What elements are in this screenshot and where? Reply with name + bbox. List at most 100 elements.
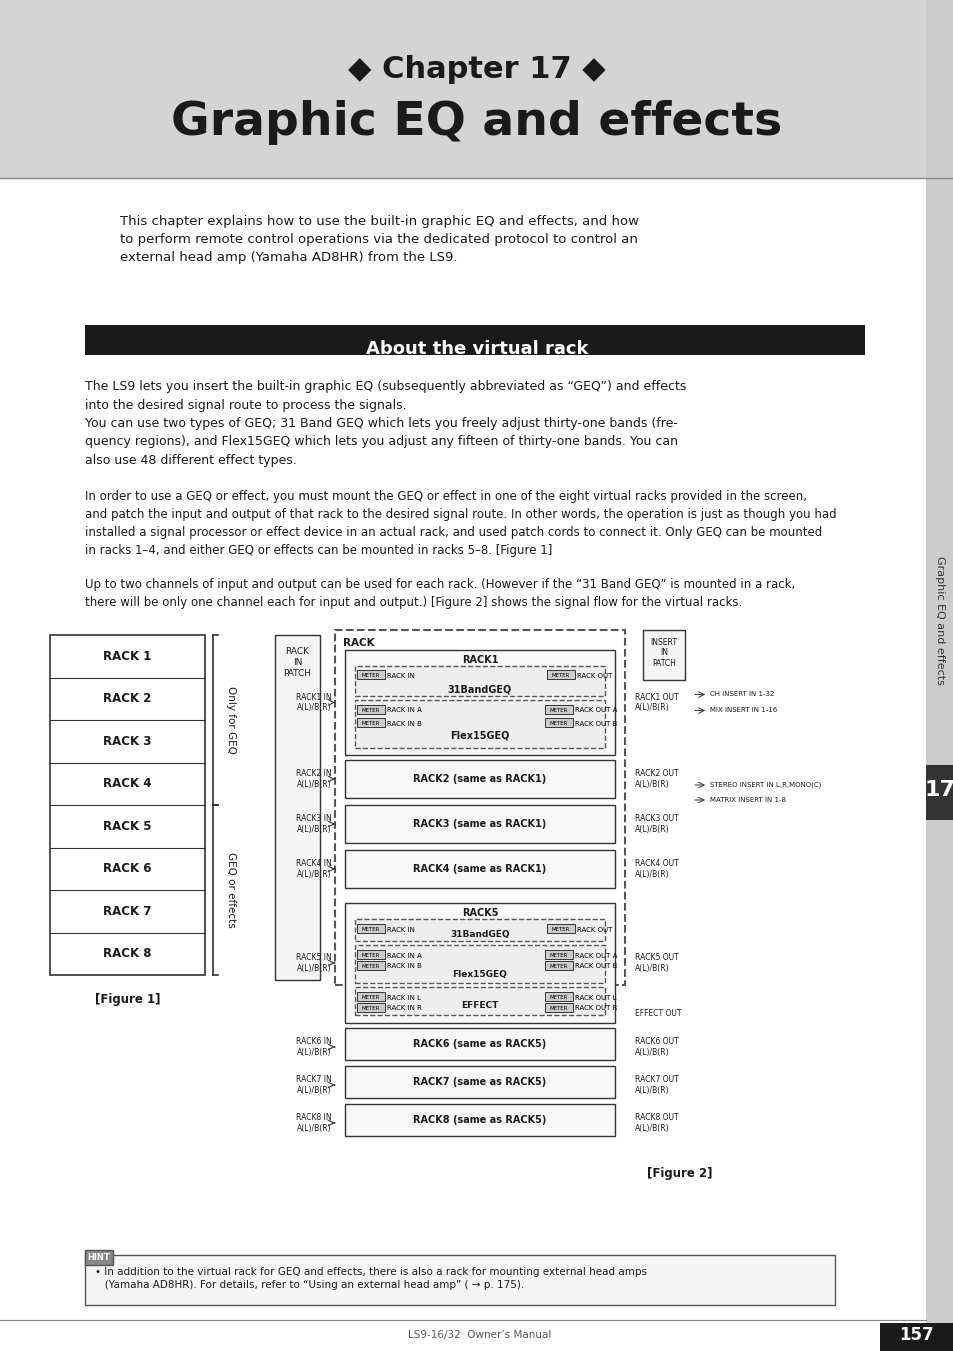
Text: RACK6 IN
A(L)/B(R): RACK6 IN A(L)/B(R): [296, 1038, 332, 1056]
Text: METER: METER: [551, 927, 570, 932]
Text: EFFECT: EFFECT: [461, 1001, 498, 1011]
Text: RACK IN B: RACK IN B: [387, 720, 421, 727]
Text: RACK5 IN
A(L)/B(R): RACK5 IN A(L)/B(R): [296, 954, 332, 973]
Text: CH INSERT IN 1-32: CH INSERT IN 1-32: [709, 692, 774, 697]
Text: RACK5 OUT
A(L)/B(R): RACK5 OUT A(L)/B(R): [635, 954, 678, 973]
FancyBboxPatch shape: [544, 950, 573, 959]
Text: RACK8 (same as RACK5): RACK8 (same as RACK5): [413, 1115, 546, 1125]
Text: RACK1: RACK1: [461, 655, 497, 665]
FancyBboxPatch shape: [345, 1028, 615, 1061]
Text: RACK8 OUT
A(L)/B(R): RACK8 OUT A(L)/B(R): [635, 1113, 678, 1132]
Text: RACK3 (same as RACK1): RACK3 (same as RACK1): [413, 819, 546, 830]
Text: 157: 157: [899, 1325, 933, 1344]
FancyBboxPatch shape: [345, 650, 615, 755]
Text: RACK 7: RACK 7: [103, 905, 152, 917]
Text: EFFECT OUT: EFFECT OUT: [635, 1008, 680, 1017]
Text: Flex15GEQ: Flex15GEQ: [452, 970, 507, 978]
Text: RACK7 IN
A(L)/B(R): RACK7 IN A(L)/B(R): [296, 1075, 332, 1094]
Text: METER: METER: [361, 994, 380, 1000]
Text: MATRIX INSERT IN 1-8: MATRIX INSERT IN 1-8: [709, 797, 785, 802]
Text: RACK IN: RACK IN: [387, 927, 415, 932]
Text: • In addition to the virtual rack for GEQ and effects, there is also a rack for : • In addition to the virtual rack for GE…: [95, 1267, 646, 1290]
Text: RACK
IN
PATCH: RACK IN PATCH: [283, 647, 312, 678]
Text: RACK 2: RACK 2: [103, 692, 152, 705]
Text: RACK6 (same as RACK5): RACK6 (same as RACK5): [413, 1039, 546, 1048]
Text: STEREO INSERT IN L,R,MONO(C): STEREO INSERT IN L,R,MONO(C): [709, 782, 821, 788]
Text: MIX INSERT IN 1-16: MIX INSERT IN 1-16: [709, 708, 777, 713]
Text: RACK OUT A: RACK OUT A: [575, 952, 617, 958]
FancyBboxPatch shape: [345, 850, 615, 888]
Text: RACK OUT L: RACK OUT L: [575, 994, 616, 1001]
Text: [Figure 2]: [Figure 2]: [646, 1167, 712, 1179]
Text: METER: METER: [549, 708, 568, 713]
Text: RACK2 IN
A(L)/B(R): RACK2 IN A(L)/B(R): [296, 769, 332, 789]
Text: RACK4 (same as RACK1): RACK4 (same as RACK1): [413, 865, 546, 874]
FancyBboxPatch shape: [85, 326, 864, 355]
FancyBboxPatch shape: [345, 902, 615, 1023]
Text: METER: METER: [361, 1006, 380, 1011]
Text: METER: METER: [361, 952, 380, 958]
Text: METER: METER: [361, 708, 380, 713]
Text: RACK OUT B: RACK OUT B: [575, 963, 617, 970]
FancyBboxPatch shape: [355, 666, 604, 696]
FancyBboxPatch shape: [642, 630, 684, 680]
FancyBboxPatch shape: [544, 717, 573, 727]
FancyBboxPatch shape: [85, 1255, 834, 1305]
Text: Only for GEQ: Only for GEQ: [226, 686, 235, 754]
FancyBboxPatch shape: [355, 700, 604, 748]
Text: METER: METER: [549, 721, 568, 725]
Text: RACK OUT: RACK OUT: [577, 673, 612, 678]
Text: [Figure 1]: [Figure 1]: [94, 993, 160, 1006]
Text: Graphic EQ and effects: Graphic EQ and effects: [934, 555, 944, 685]
Text: INSERT
IN
PATCH: INSERT IN PATCH: [650, 638, 677, 667]
Text: Flex15GEQ: Flex15GEQ: [450, 731, 509, 740]
FancyBboxPatch shape: [355, 988, 604, 1015]
Text: RACK 6: RACK 6: [103, 862, 152, 875]
FancyBboxPatch shape: [345, 805, 615, 843]
Text: METER: METER: [551, 673, 570, 678]
Text: RACK OUT B: RACK OUT B: [575, 720, 617, 727]
FancyBboxPatch shape: [356, 961, 385, 970]
Text: 31BandGEQ: 31BandGEQ: [447, 684, 512, 694]
FancyBboxPatch shape: [356, 717, 385, 727]
Text: RACK 1: RACK 1: [103, 650, 152, 663]
FancyBboxPatch shape: [0, 178, 953, 1351]
FancyBboxPatch shape: [50, 635, 205, 975]
FancyBboxPatch shape: [546, 924, 575, 934]
Text: RACK4 OUT
A(L)/B(R): RACK4 OUT A(L)/B(R): [635, 859, 678, 878]
FancyBboxPatch shape: [544, 961, 573, 970]
FancyBboxPatch shape: [274, 635, 319, 979]
Text: METER: METER: [361, 965, 380, 969]
Text: RACK7 OUT
A(L)/B(R): RACK7 OUT A(L)/B(R): [635, 1075, 678, 1094]
Text: ◆ Chapter 17 ◆: ◆ Chapter 17 ◆: [348, 55, 605, 84]
FancyBboxPatch shape: [544, 1002, 573, 1012]
Text: METER: METER: [361, 927, 380, 932]
Text: METER: METER: [549, 965, 568, 969]
FancyBboxPatch shape: [356, 950, 385, 959]
Text: RACK3 IN
A(L)/B(R): RACK3 IN A(L)/B(R): [296, 815, 332, 834]
Text: RACK2 (same as RACK1): RACK2 (same as RACK1): [413, 774, 546, 784]
Text: RACK1 IN
A(L)/B(R): RACK1 IN A(L)/B(R): [296, 693, 332, 712]
Text: RACK OUT R: RACK OUT R: [575, 1005, 617, 1012]
FancyBboxPatch shape: [925, 0, 953, 1351]
Text: RACK8 IN
A(L)/B(R): RACK8 IN A(L)/B(R): [296, 1113, 332, 1132]
FancyBboxPatch shape: [345, 761, 615, 798]
FancyBboxPatch shape: [345, 1066, 615, 1098]
FancyBboxPatch shape: [0, 0, 953, 185]
Text: Up to two channels of input and output can be used for each rack. (However if th: Up to two channels of input and output c…: [85, 578, 795, 609]
Text: LS9-16/32  Owner’s Manual: LS9-16/32 Owner’s Manual: [408, 1329, 551, 1340]
FancyBboxPatch shape: [356, 992, 385, 1001]
Text: RACK OUT A: RACK OUT A: [575, 708, 617, 713]
Text: RACK 4: RACK 4: [103, 777, 152, 790]
Text: RACK IN A: RACK IN A: [387, 708, 421, 713]
Text: METER: METER: [549, 1006, 568, 1011]
Text: METER: METER: [549, 994, 568, 1000]
FancyBboxPatch shape: [356, 1002, 385, 1012]
FancyBboxPatch shape: [356, 705, 385, 713]
Text: RACK7 (same as RACK5): RACK7 (same as RACK5): [413, 1077, 546, 1088]
Text: RACK 3: RACK 3: [103, 735, 152, 747]
Text: The LS9 lets you insert the built-in graphic EQ (subsequently abbreviated as “GE: The LS9 lets you insert the built-in gra…: [85, 380, 685, 467]
Text: RACK3 OUT
A(L)/B(R): RACK3 OUT A(L)/B(R): [635, 815, 678, 834]
Text: RACK IN A: RACK IN A: [387, 952, 421, 958]
FancyBboxPatch shape: [546, 670, 575, 680]
